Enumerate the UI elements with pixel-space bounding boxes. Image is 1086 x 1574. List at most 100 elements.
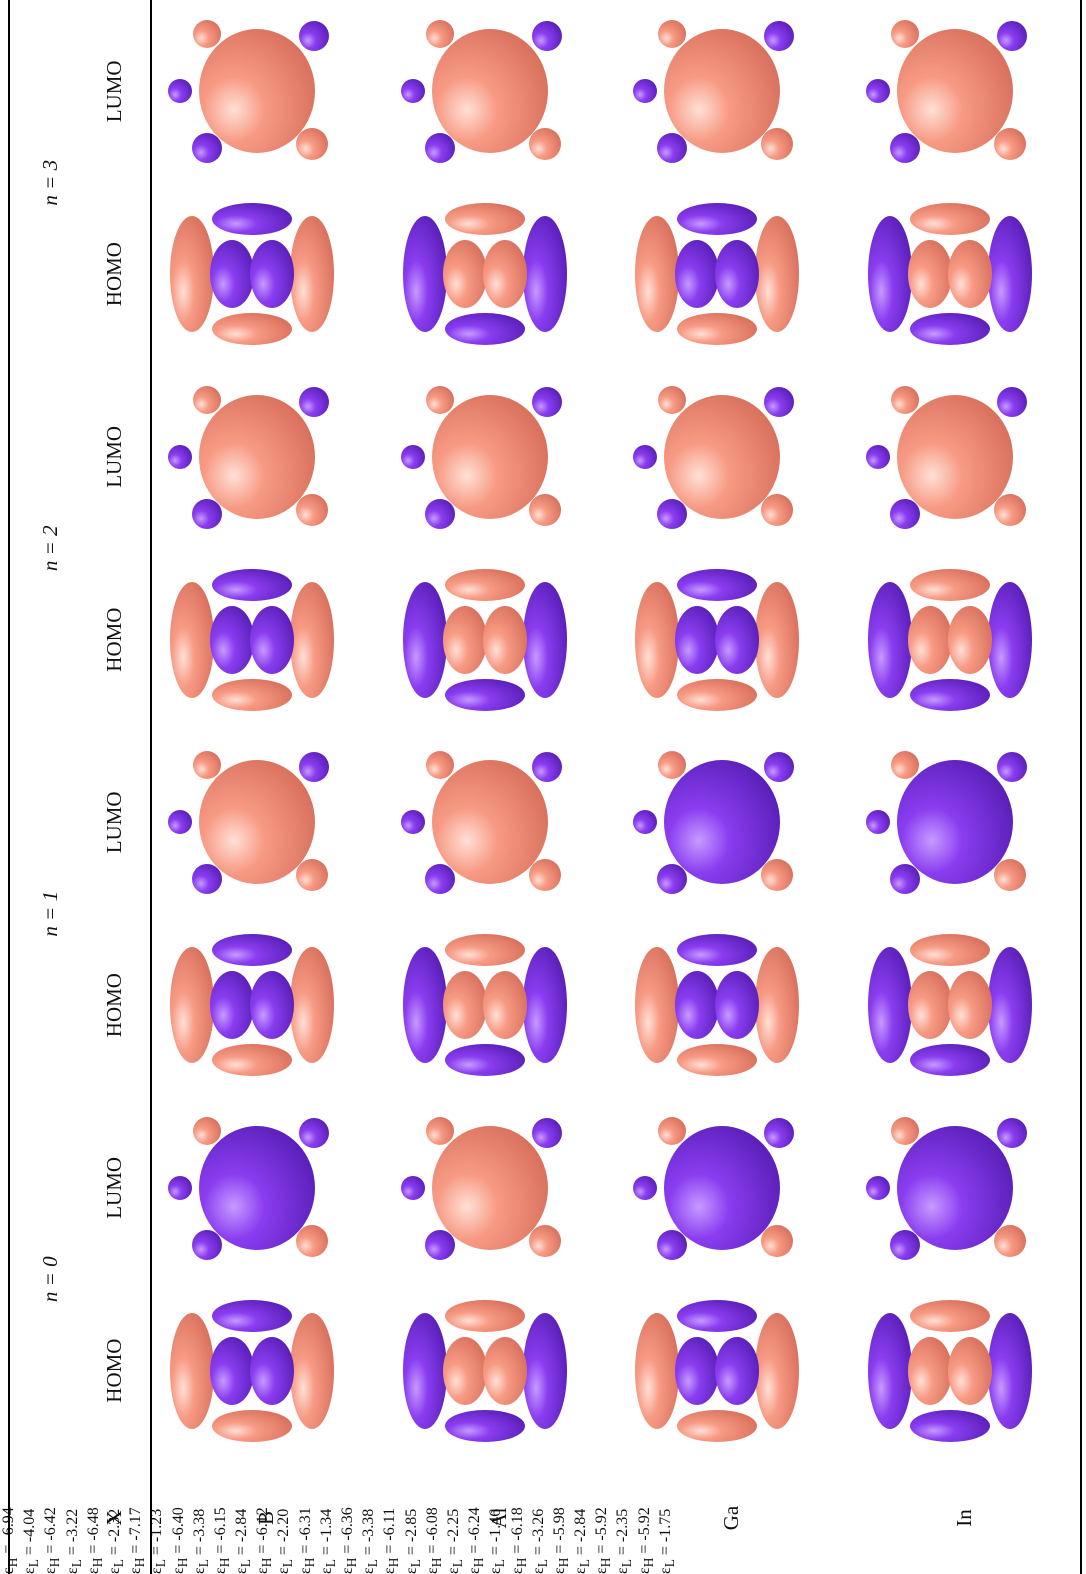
energy-value: -5.98 [551, 1507, 568, 1540]
energy-symbol: ε [445, 1567, 462, 1574]
equals-sign: = [64, 1546, 81, 1555]
orbital-lobe [890, 864, 920, 894]
orbital-lobe [761, 494, 793, 526]
orbital-lobe [523, 1313, 567, 1429]
column-header: LUMO [102, 731, 127, 914]
orbital-lobe [715, 240, 759, 308]
orbital-lobe [994, 494, 1026, 526]
orbital-lobe [529, 859, 561, 891]
orbital-lobe [483, 606, 527, 674]
orbital-lobe [658, 386, 686, 414]
orbital-lobe [664, 1126, 780, 1250]
orbital-lobe [529, 494, 561, 526]
energy-subscript: H [471, 1558, 486, 1568]
orbital-lobe [445, 203, 525, 235]
orbital-lobe [658, 751, 686, 779]
orbital-image [860, 6, 1040, 176]
orbital-lobe [988, 582, 1032, 698]
orbital-lobe [212, 313, 292, 345]
energy-symbol: ε [64, 1567, 81, 1574]
energy-subscript: H [598, 1558, 613, 1568]
orbital-image [395, 372, 575, 542]
energy-symbol: ε [318, 1567, 335, 1574]
energy-value: -7.17 [127, 1507, 144, 1540]
equals-sign: = [445, 1546, 462, 1555]
column-header: HOMO [102, 548, 127, 731]
orbital-image [627, 6, 807, 176]
orbital-lobe [997, 21, 1027, 51]
orbital-lobe [212, 1300, 292, 1332]
energy-subscript: L [620, 1559, 635, 1567]
orbital-image [162, 555, 342, 725]
bottom-rule [1080, 0, 1082, 1574]
orbital-lobe [948, 971, 992, 1039]
energy-symbol: ε [191, 1567, 208, 1574]
orbital-image [395, 189, 575, 359]
orbital-lobe [192, 499, 222, 529]
orbital-lobe [426, 1117, 454, 1145]
orbital-image [860, 920, 1040, 1090]
energy-subscript: H [132, 1558, 147, 1568]
orbital-lobe [168, 1176, 192, 1200]
orbital-lobe [210, 971, 254, 1039]
orbital-lobe [910, 313, 990, 345]
energy-subscript: L [408, 1559, 423, 1567]
orbital-lobe [635, 947, 679, 1063]
energy-symbol: ε [636, 1567, 653, 1574]
orbital-lobe [658, 20, 686, 48]
orbital-image [627, 189, 807, 359]
orbital-lobe [910, 569, 990, 601]
orbital-lobe [290, 216, 334, 332]
orbital-lobe [677, 1044, 757, 1076]
top-rule [8, 0, 10, 1574]
orbital-lobe [677, 1300, 757, 1332]
orbital-image [627, 372, 807, 542]
orbital-lobe [401, 79, 425, 103]
orbital-image [627, 737, 807, 907]
orbital-lobe [445, 679, 525, 711]
orbital-lobe [432, 1126, 548, 1250]
orbital-image [395, 1286, 575, 1456]
equals-sign: = [21, 1546, 38, 1555]
orbital-lobe [483, 1337, 527, 1405]
energy-symbol: ε [657, 1567, 674, 1574]
orbital-lobe [250, 971, 294, 1039]
orbital-lobe [635, 1313, 679, 1429]
orbital-lobe [299, 387, 329, 417]
orbital-lobe [401, 810, 425, 834]
orbital-lobe [755, 947, 799, 1063]
orbital-lobe [761, 859, 793, 891]
energy-symbol: ε [530, 1567, 547, 1574]
energy-value: -6.31 [297, 1507, 314, 1540]
energy-symbol: ε [572, 1567, 589, 1574]
rotated-table: Xn = 0n = 1n = 2n = 3HOMOLUMOHOMOLUMOHOM… [0, 0, 1086, 1574]
orbital-lobe [764, 387, 794, 417]
corner-label: X [102, 1462, 127, 1574]
energy-subscript: L [535, 1559, 550, 1567]
orbital-lobe [897, 29, 1013, 153]
energy-symbol: ε [551, 1567, 568, 1574]
orbital-image [395, 6, 575, 176]
orbital-lobe [523, 216, 567, 332]
orbital-lobe [910, 203, 990, 235]
orbital-lobe [755, 1313, 799, 1429]
orbital-lobe [868, 582, 912, 698]
orbital-lobe [908, 240, 952, 308]
energy-label: εH = -7.17 [127, 0, 148, 1574]
energy-label: εH = -6.36 [339, 0, 360, 1574]
energy-symbol: ε [233, 1567, 250, 1574]
orbital-lobe [908, 971, 952, 1039]
orbital-lobe [675, 971, 719, 1039]
orbital-lobe [290, 947, 334, 1063]
orbital-lobe [657, 864, 687, 894]
group-header: n = 3 [38, 0, 63, 366]
energy-symbol: ε [614, 1567, 631, 1574]
orbital-image [860, 1286, 1040, 1456]
orbital-lobe [401, 1176, 425, 1200]
energy-value: -1.75 [657, 1509, 674, 1542]
energy-symbol: ε [593, 1567, 610, 1574]
orbital-lobe [250, 1337, 294, 1405]
equals-sign: = [339, 1545, 356, 1554]
orbital-lobe [403, 1313, 447, 1429]
orbital-lobe [212, 679, 292, 711]
